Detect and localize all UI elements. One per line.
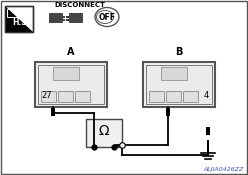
Bar — [58, 91, 73, 102]
Text: OFF: OFF — [98, 12, 116, 22]
Text: A: A — [67, 47, 75, 57]
Text: 4: 4 — [204, 91, 209, 100]
Bar — [143, 62, 215, 107]
Text: H.S.: H.S. — [12, 18, 30, 27]
Bar — [53, 67, 79, 80]
Text: ALJIA0426ZZ: ALJIA0426ZZ — [204, 167, 244, 172]
Bar — [161, 67, 187, 80]
Bar — [53, 67, 79, 80]
Ellipse shape — [96, 10, 114, 23]
Ellipse shape — [95, 8, 119, 26]
Text: Ω: Ω — [99, 124, 109, 138]
Bar — [35, 62, 107, 107]
Bar — [38, 65, 104, 104]
Bar — [149, 91, 164, 102]
Bar — [206, 127, 210, 135]
Text: B: B — [175, 47, 183, 57]
Bar — [41, 91, 56, 102]
Bar — [62, 19, 65, 21]
FancyBboxPatch shape — [49, 13, 62, 22]
Bar — [5, 6, 33, 32]
Bar — [146, 65, 212, 104]
Bar — [161, 67, 187, 80]
Bar — [51, 108, 55, 116]
Bar — [166, 91, 181, 102]
FancyBboxPatch shape — [69, 13, 82, 22]
Bar — [183, 91, 198, 102]
Bar — [166, 108, 170, 116]
Polygon shape — [5, 6, 33, 32]
Text: DISCONNECT: DISCONNECT — [55, 2, 105, 8]
Text: 27: 27 — [41, 91, 52, 100]
Bar — [66, 16, 69, 18]
Bar — [5, 6, 33, 32]
Bar — [75, 91, 90, 102]
Bar — [62, 16, 65, 18]
Bar — [86, 119, 122, 147]
Bar — [66, 19, 69, 21]
